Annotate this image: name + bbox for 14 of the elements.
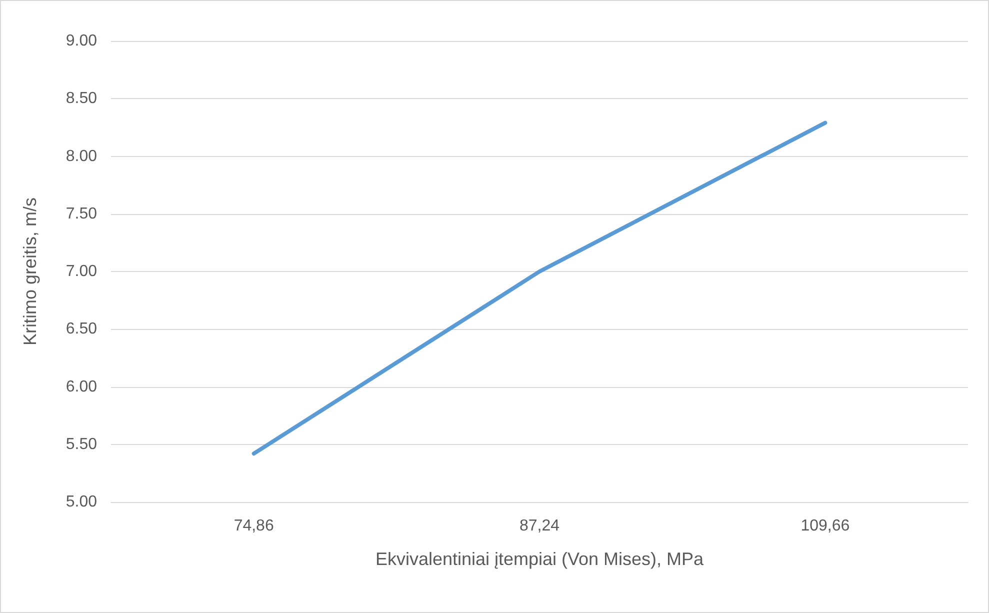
y-tick-label: 9.00 xyxy=(66,32,98,50)
y-tick-label: 6.00 xyxy=(66,378,98,396)
x-tick-label: 109,66 xyxy=(800,518,850,534)
y-tick-label: 8.50 xyxy=(66,90,98,108)
y-tick-label: 7.50 xyxy=(66,205,98,222)
y-tick-label: 7.00 xyxy=(66,263,98,280)
y-tick-label: 8.00 xyxy=(66,148,98,165)
x-tick-label: 74,86 xyxy=(234,518,274,534)
x-tick-label: 87,24 xyxy=(519,518,560,534)
y-tick-label: 6.50 xyxy=(66,320,98,338)
x-axis-title: Ekvivalentiniai įtempiai (Von Mises), MPa xyxy=(375,549,705,569)
y-tick-label: 5.50 xyxy=(66,436,98,453)
y-axis-title: Kritimo greitis, m/s xyxy=(20,197,40,346)
y-tick-label: 5.00 xyxy=(66,494,98,510)
